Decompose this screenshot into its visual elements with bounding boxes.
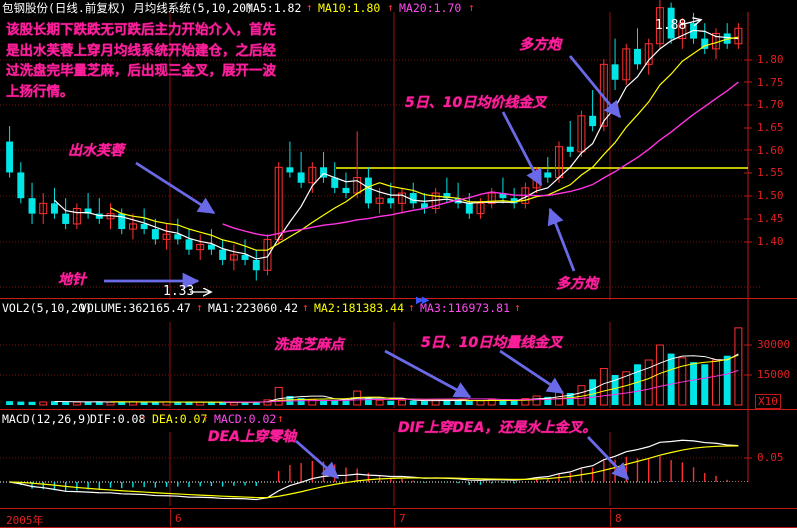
date-axis-divider-2	[394, 508, 395, 528]
price-axis-ticks	[744, 59, 752, 243]
volume-readout: VOLUME:362165.47	[80, 301, 191, 315]
ma5-line	[54, 29, 739, 260]
ma20-up-arrow: ↑	[468, 1, 475, 14]
volume-ma2-line	[110, 354, 739, 403]
volume-ma3-line	[222, 369, 739, 403]
macd-dif-readout: DIF:0.08	[90, 412, 146, 426]
volume-axis-ticks	[744, 344, 752, 376]
price-marker-low: 1.33	[163, 284, 195, 299]
price-axis-label-145: 1.45	[757, 212, 784, 225]
ma20-readout: MA20:1.70	[399, 1, 462, 15]
macd-axis-label-005: 0.05	[757, 451, 784, 464]
volume-ma1-readout: MA1:223060.42	[208, 301, 299, 315]
macd-indicator-label: MACD(12,26,9)	[2, 412, 93, 426]
month-separators	[169, 12, 611, 506]
annotation-dizhen: 地针	[58, 272, 86, 288]
annotation-junliang-jincha: 5日、10日均量线金叉	[421, 335, 563, 351]
macd-dea-line	[9, 445, 739, 499]
annotation-xipan-zhima: 洗盘芝麻点	[274, 337, 344, 353]
ma5-up-arrow: ↑	[306, 1, 313, 14]
volume-up-arrow: ↑	[196, 301, 203, 314]
volume-ma1-up-arrow: ↑	[302, 301, 309, 314]
date-axis-divider-3	[610, 508, 611, 528]
volume-indicator-label: VOL2(5,10,20)	[2, 301, 93, 315]
date-label-6: 6	[175, 512, 182, 525]
date-axis-top-border	[0, 508, 797, 509]
volume-ma3-up-arrow: ↑	[514, 301, 521, 314]
price-axis-label-170: 1.70	[757, 98, 784, 111]
date-label-7: 7	[399, 512, 406, 525]
price-gridlines	[0, 59, 760, 288]
price-axis-label-175: 1.75	[757, 76, 784, 89]
commentary-text: 该股长期下跌跌无可跌后主力开始介入，首先是出水芙蓉上穿月均线系统开始建仓，之后经…	[6, 22, 276, 100]
chart-title: 包钢股份(日线.前复权) 月均线系统(5,10,20)	[2, 1, 254, 15]
price-axis-label-165: 1.65	[757, 121, 784, 134]
ma10-up-arrow: ↑	[387, 1, 394, 14]
volume-ma2-up-arrow: ↑	[408, 301, 415, 314]
occlusion-overlay	[660, 482, 797, 512]
date-label-2005: 2005年	[6, 514, 44, 527]
annotation-duofangpao-top: 多方炮	[519, 37, 561, 53]
price-axis-label-160: 1.60	[757, 144, 784, 157]
macd-dif-up-arrow: ↑	[140, 412, 147, 425]
volume-multiplier-badge: X10	[755, 394, 781, 409]
volume-axis-label-30000: 30000	[757, 338, 791, 351]
price-axis-label-150: 1.50	[757, 189, 784, 202]
macd-hist-up-arrow: ↑	[277, 412, 284, 425]
annotation-duofangpao-bottom: 多方炮	[556, 276, 598, 292]
annotation-dif-cross-dea: DIF上穿DEA，还是水上金叉。	[398, 420, 597, 436]
price-axis-label-180: 1.80	[757, 53, 784, 66]
date-axis-divider-1	[170, 508, 171, 528]
macd-hist-readout: MACD:0.02	[214, 412, 277, 426]
scroll-chevrons-icon[interactable]: ▶▶	[416, 295, 429, 306]
candlestick-series	[6, 0, 743, 281]
macd-dif-line	[9, 439, 739, 501]
ma5-readout: MA5:1.82	[246, 1, 302, 15]
ma10-line	[110, 36, 739, 251]
volume-bar-series	[6, 327, 743, 406]
macd-histogram-series	[20, 456, 740, 492]
volume-axis-label-15000: 15000	[757, 368, 791, 381]
macd-dea-readout: DEA:0.07	[152, 412, 208, 426]
date-label-8: 8	[615, 512, 622, 525]
panel-separator-price-volume	[0, 298, 797, 299]
annotation-dea-cross-zero: DEA上穿零轴	[208, 429, 297, 445]
annotation-chushui-furong: 出水芙蓉	[68, 143, 124, 159]
price-axis-label-155: 1.55	[757, 166, 784, 179]
annotation-junjia-jincha: 5日、10日均价线金叉	[405, 95, 547, 111]
price-marker-high: 1.88	[655, 18, 687, 33]
price-axis-label-140: 1.40	[757, 235, 784, 248]
volume-ma3-readout: MA3:116973.81	[420, 301, 511, 315]
ma20-line	[222, 81, 739, 237]
volume-ma2-readout: MA2:181383.44	[314, 301, 405, 315]
ma10-readout: MA10:1.80	[318, 1, 381, 15]
panel-separator-volume-macd	[0, 409, 797, 410]
annotation-arrows	[104, 20, 700, 481]
macd-dea-up-arrow: ↑	[202, 412, 209, 425]
